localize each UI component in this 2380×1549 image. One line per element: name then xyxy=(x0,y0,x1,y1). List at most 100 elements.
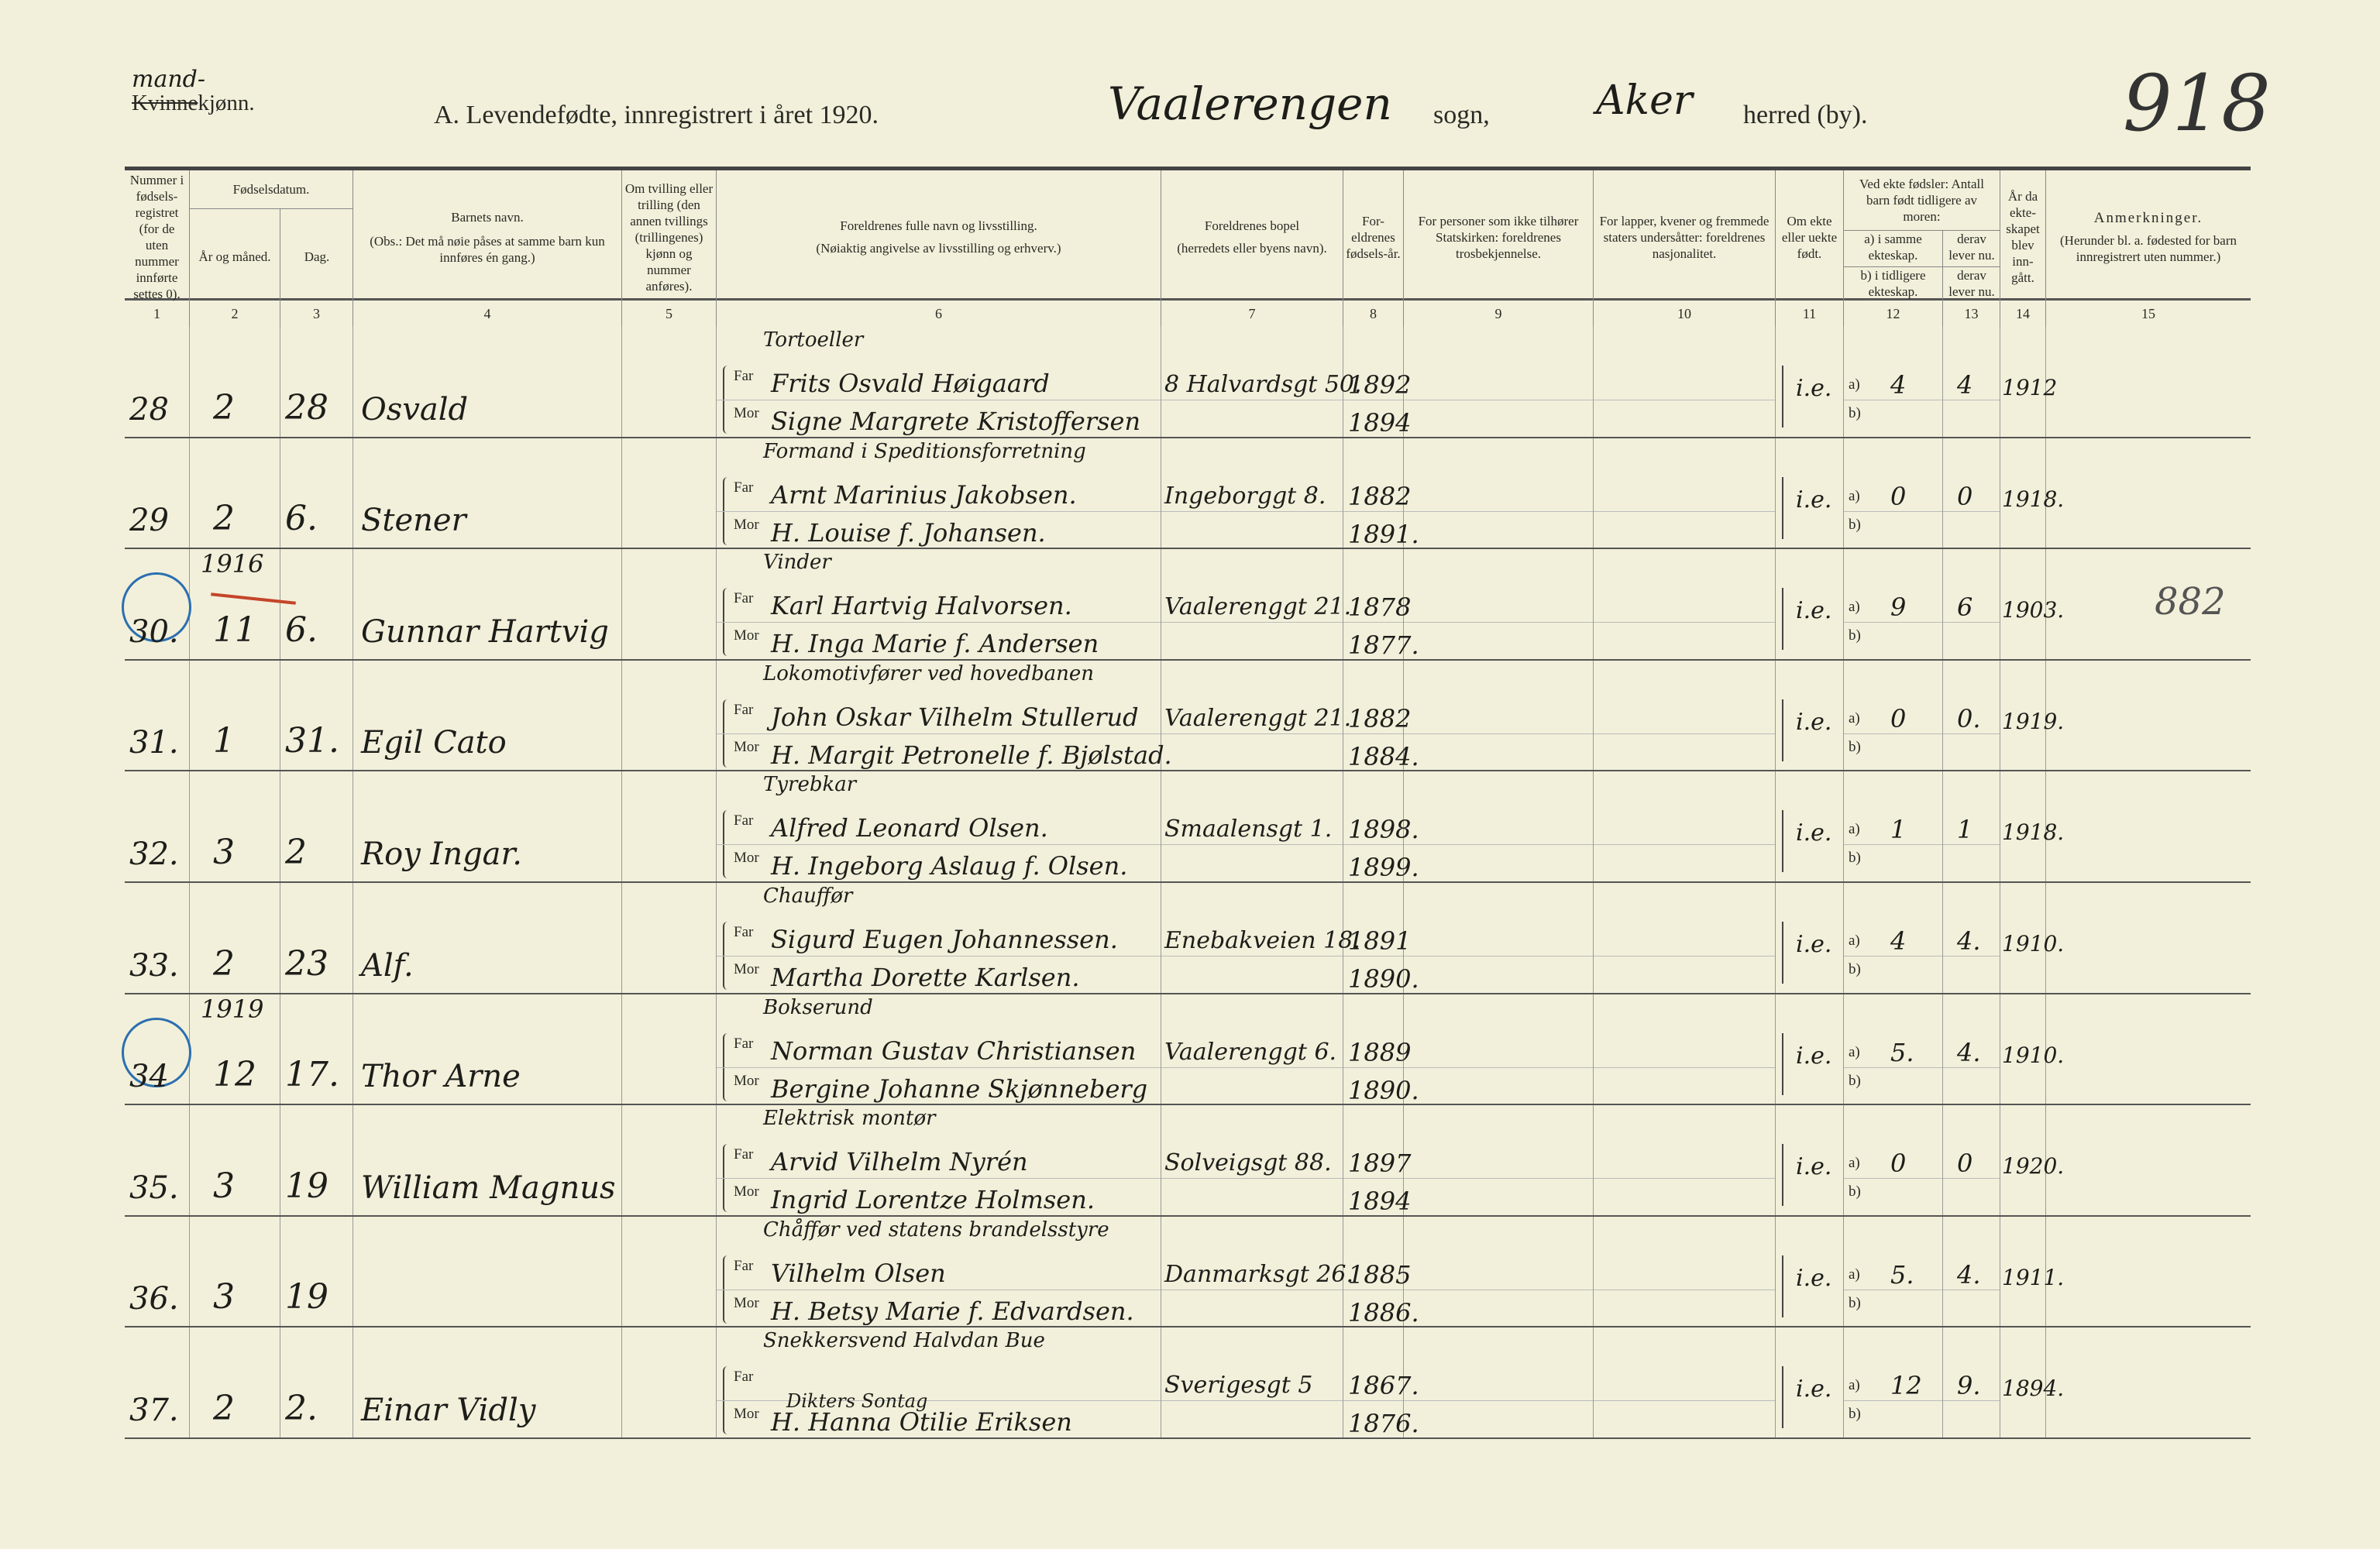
address: Enebakveien 18. xyxy=(1164,927,1360,954)
address: Solveigsgt 88. xyxy=(1164,1149,1332,1177)
birth-month: 11 xyxy=(213,610,256,650)
cell-alive: 4. xyxy=(1943,994,2000,1104)
cell-legitimacy: i.e. xyxy=(1776,438,1844,548)
brace xyxy=(1782,1144,1783,1207)
cell-twin xyxy=(622,660,717,771)
header-col-5: Om tvilling eller trilling (den annen tv… xyxy=(622,170,717,304)
cell-birth-years: 1867. 1876. xyxy=(1343,1327,1419,1438)
address-line: Danmarksgt 26. xyxy=(1161,1253,1353,1290)
cell-address: Vaalerenggt 21. xyxy=(1161,549,1351,659)
entry-number: 34 xyxy=(129,1059,169,1095)
birth-day: 6. xyxy=(285,610,318,650)
child-name: Thor Arne xyxy=(361,1059,521,1095)
cell-religion xyxy=(1404,327,1594,437)
cell-number: 31. xyxy=(125,660,190,771)
religion-line xyxy=(1404,586,1593,623)
cell-legitimacy: i.e. xyxy=(1776,1105,1844,1215)
father-line: Far Frits Osvald Høigaard xyxy=(717,363,1161,400)
far-label: Far xyxy=(734,1369,754,1386)
cell-number: 33. xyxy=(125,883,190,993)
address: Smaalensgt 1. xyxy=(1164,816,1333,843)
entry-number: 31. xyxy=(129,725,179,761)
register-row: 29 2 6. Stener Formand i Speditionsforretnin… xyxy=(125,438,2251,550)
header-col-12b: b) i tidligere ekteskap. xyxy=(1844,267,1943,304)
father-year-line: 1891 xyxy=(1343,919,1411,957)
birth-year-note: 1919 xyxy=(201,994,264,1024)
nationality-line xyxy=(1594,1364,1775,1402)
cell-day: 31. xyxy=(280,660,353,771)
far-label: Far xyxy=(734,479,754,496)
legitimacy: i.e. xyxy=(1796,931,1832,958)
cell-nationality xyxy=(1594,883,1776,993)
legitimacy: i.e. xyxy=(1796,597,1832,625)
b-label: b) xyxy=(1849,738,1861,755)
cell-month: 2 xyxy=(190,327,280,437)
header-col-15: Anmerkninger. (Herunder bl. a. fødested f… xyxy=(2046,170,2251,304)
address-line: Vaalerenggt 21. xyxy=(1161,586,1351,623)
header-col-12a: a) i samme ekteskap. xyxy=(1844,231,1943,267)
cell-parents: Chåffør ved statens brandelsstyre Far Vil… xyxy=(717,1216,1161,1327)
circle-mark xyxy=(122,1017,191,1087)
brace xyxy=(1782,810,1783,873)
far-label: Far xyxy=(734,590,754,607)
mor-label: Mor xyxy=(734,627,759,644)
address-blank xyxy=(1161,1179,1343,1216)
line-b: b) xyxy=(1844,623,1942,660)
legitimacy: i.e. xyxy=(1796,1153,1832,1181)
cell-month: 3 xyxy=(190,771,280,881)
address-line: Ingeborggt 8. xyxy=(1161,475,1343,512)
brace xyxy=(1782,366,1783,428)
cell-child-name: Gunnar Hartvig xyxy=(353,549,622,659)
birth-day: 2. xyxy=(285,1388,318,1428)
cell-children-a-b: a) 4 b) xyxy=(1844,883,1943,993)
cell-child-name: Roy Ingar. xyxy=(353,771,622,881)
mother-line: Mor Dikters Sontag H. Hanna Otilie Eriksen xyxy=(717,1390,1161,1438)
cell-birth-years: 1892 1894 xyxy=(1343,327,1411,438)
married-line: 1910. xyxy=(2000,1031,2064,1068)
address-line: Enebakveien 18. xyxy=(1161,919,1360,957)
children-same-marriage: 5. xyxy=(1890,1259,1914,1290)
mother-birth-year: 1890. xyxy=(1348,964,1419,994)
herred-label: herred (by). xyxy=(1743,101,1868,129)
cell-remarks xyxy=(2046,994,2251,1104)
children-alive: 0 xyxy=(1957,1149,1973,1179)
cell-day: 28 xyxy=(280,327,353,437)
register-row: 30. 1916 11 6. Gunnar Hartvig Vinder Far Karl … xyxy=(122,549,2251,661)
alive-line: 4 xyxy=(1943,363,2000,400)
child-name: Alf. xyxy=(361,947,414,984)
cell-month: 2 xyxy=(190,883,280,993)
mother-line: Mor Bergine Johanne Skjønneberg xyxy=(717,1068,1161,1105)
mor-label: Mor xyxy=(734,1294,759,1311)
children-alive: 9. xyxy=(1957,1371,1981,1401)
religion-line xyxy=(1404,697,1593,734)
father-birth-year: 1882 xyxy=(1348,703,1412,733)
address-blank xyxy=(1161,1290,1343,1327)
address: Danmarksgt 26. xyxy=(1164,1260,1354,1288)
register-row: 33. 2 23 Alf. Chauffør Far Sigurd Eugen Johan… xyxy=(125,883,2251,994)
cell-religion xyxy=(1404,1327,1594,1437)
cell-remarks: 882 xyxy=(2046,549,2251,659)
mother-year-line: 1877. xyxy=(1343,623,1419,660)
married-line: 1910. xyxy=(2000,919,2064,957)
cell-day: 23 xyxy=(280,883,353,993)
b-label: b) xyxy=(1849,516,1861,533)
cell-children-a-b: a) 4 b) xyxy=(1844,327,1943,437)
address: Vaalerenggt 21. xyxy=(1164,593,1352,621)
cell-day: 17. xyxy=(280,994,353,1104)
header-prior-children: Ved ekte fødsler: Antall barn født tidli… xyxy=(1844,170,2000,304)
cell-day: 19 xyxy=(280,1105,353,1215)
cell-address: Vaalerenggt 6. xyxy=(1161,994,1343,1104)
alive-line: 9. xyxy=(1943,1364,2000,1402)
cell-nationality xyxy=(1594,660,1776,771)
married-line: 1903. xyxy=(2000,586,2064,623)
cell-children-a-b: a) 0 b) xyxy=(1844,1105,1943,1215)
nationality-line xyxy=(1594,586,1775,623)
line-b: b) xyxy=(1844,1401,1942,1438)
father-name: Vilhelm Olsen xyxy=(771,1258,946,1288)
column-number: 2 xyxy=(190,301,280,327)
children-alive: 4. xyxy=(1957,1037,1981,1067)
father-birth-year: 1898. xyxy=(1348,815,1419,845)
col4-title: Barnets navn. xyxy=(451,209,524,225)
b-label: b) xyxy=(1849,405,1861,421)
mother-name: Bergine Johanne Skjønneberg xyxy=(771,1073,1148,1104)
